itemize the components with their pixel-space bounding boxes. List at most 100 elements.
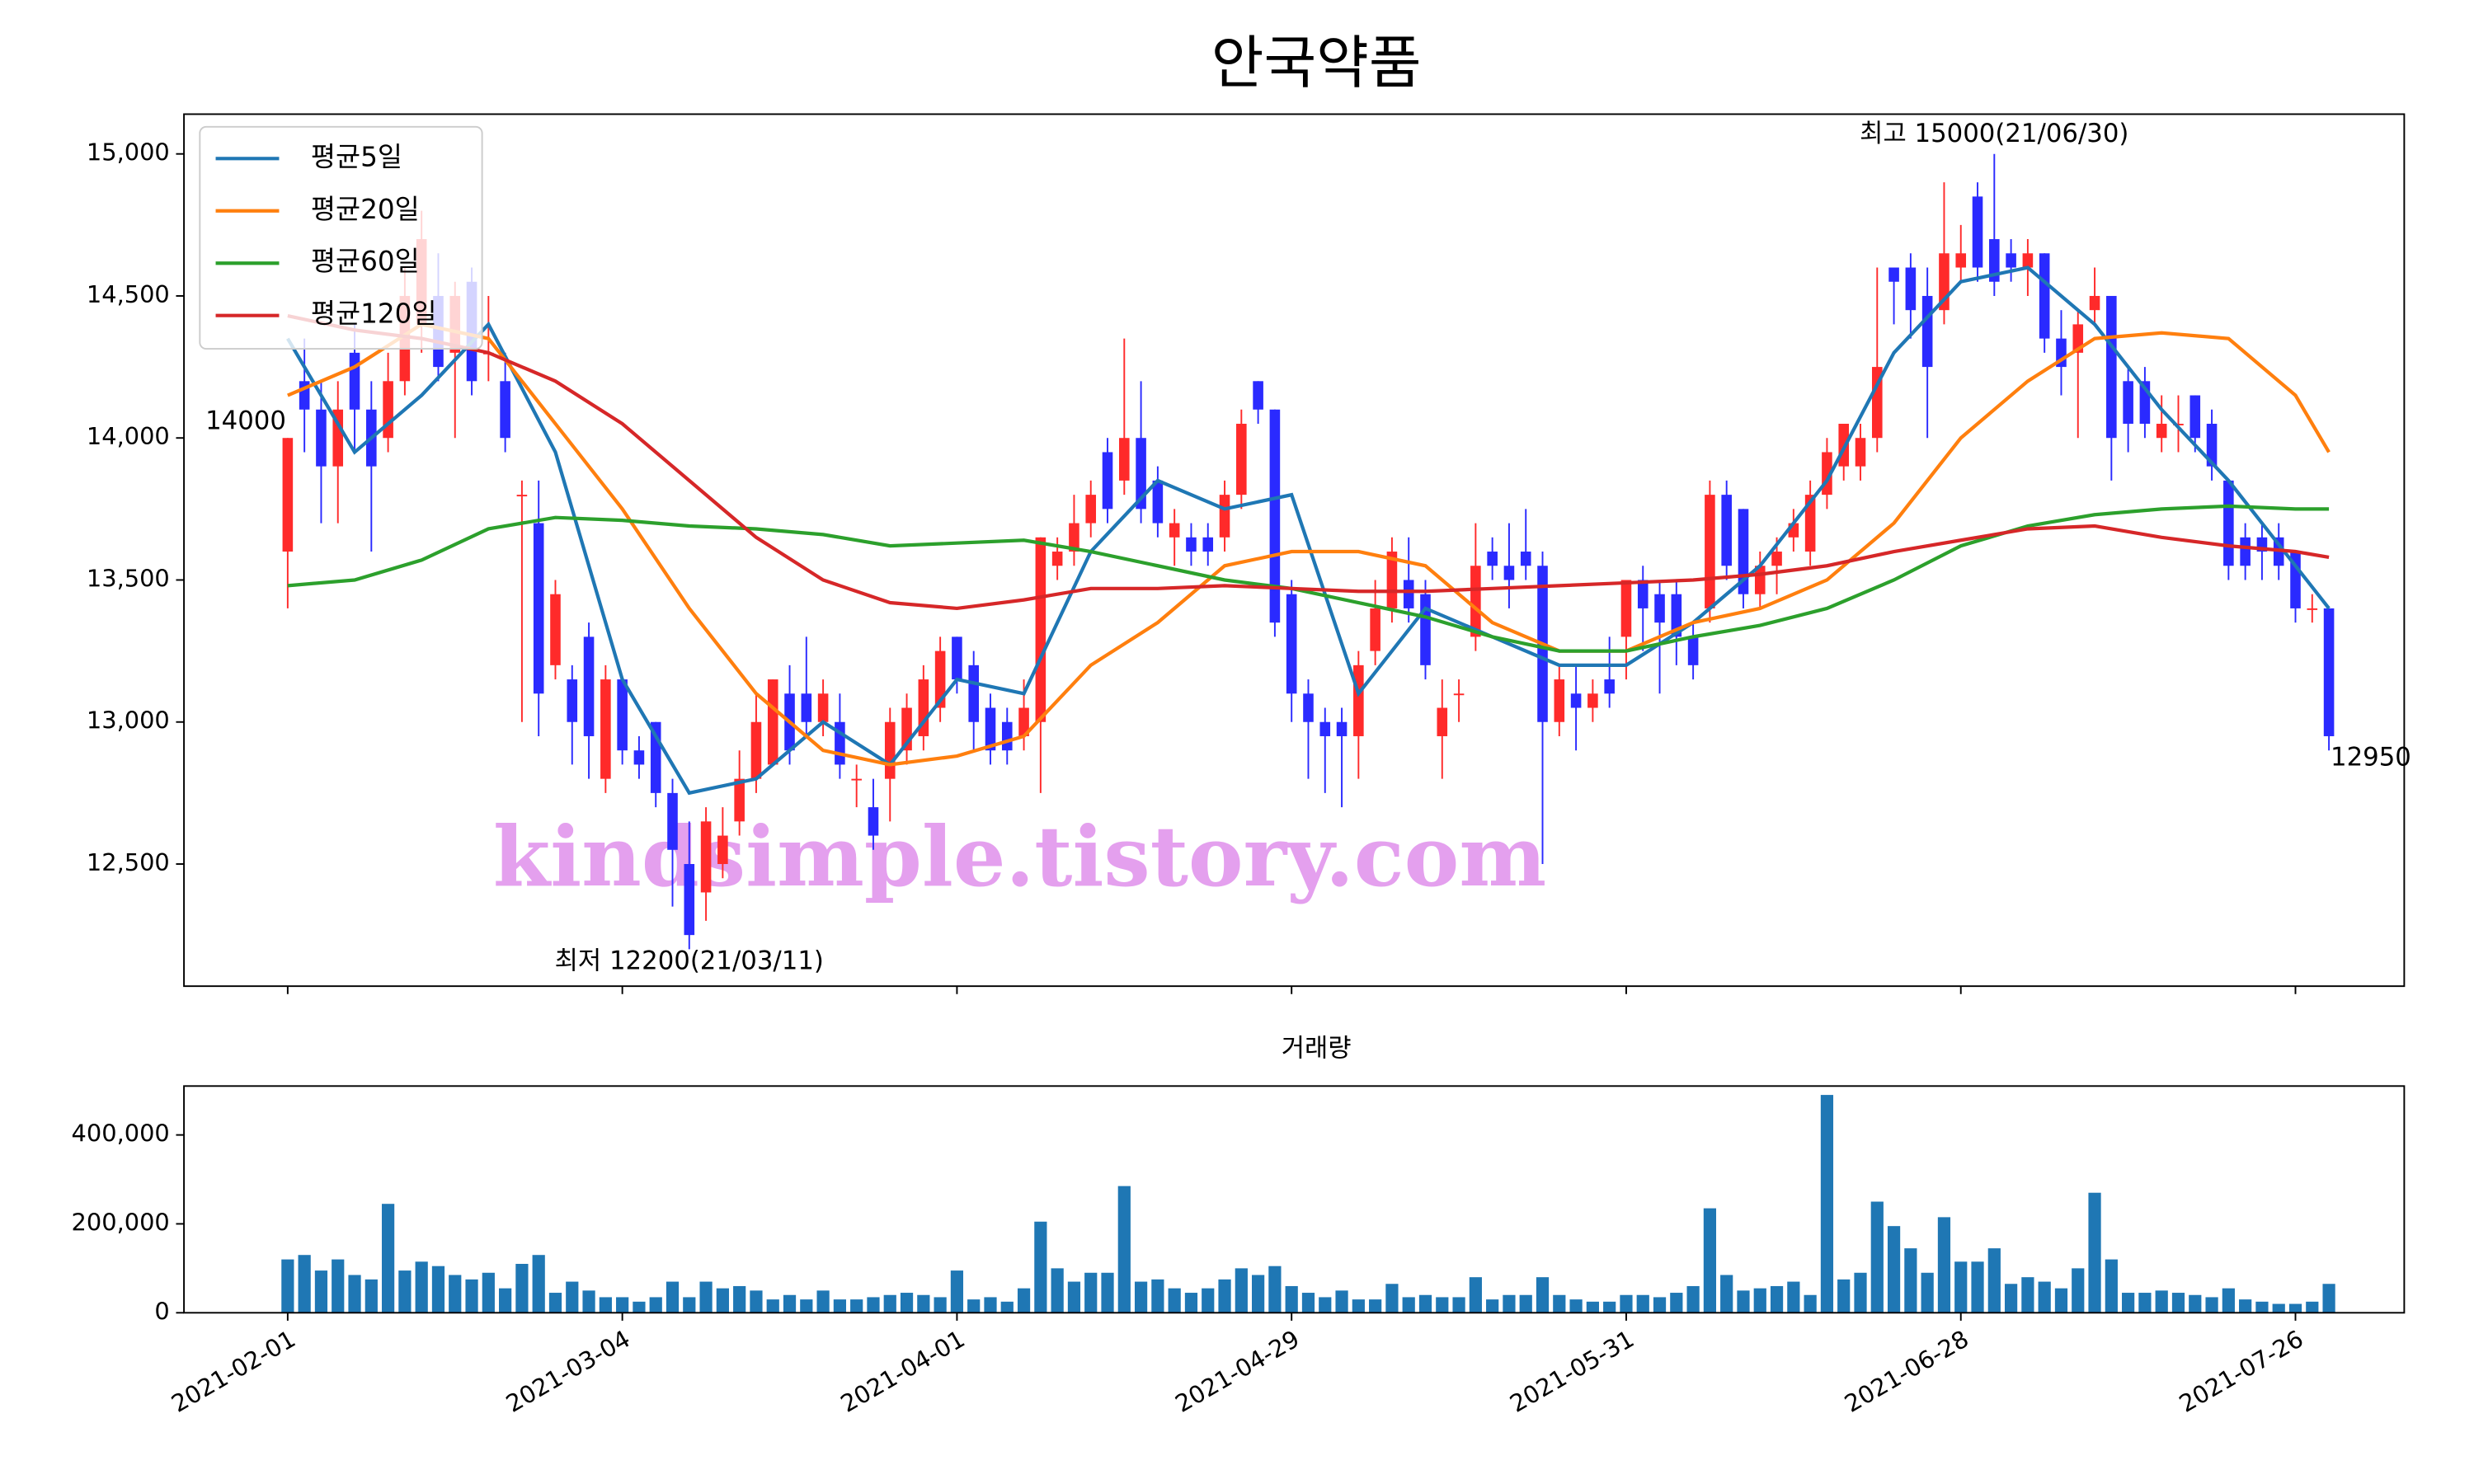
- candle-body: [2039, 253, 2050, 339]
- candle-body: [516, 495, 528, 497]
- volume-bar: [1603, 1301, 1616, 1313]
- y-tick-label: 13,500: [87, 564, 170, 592]
- volume-bar: [1067, 1281, 1081, 1313]
- y-tick-label: 0: [154, 1297, 169, 1325]
- candle-body: [1119, 438, 1130, 481]
- volume-bar: [449, 1275, 462, 1313]
- volume-bar: [2088, 1192, 2101, 1313]
- candle-body: [1018, 707, 1029, 736]
- volume-bar: [967, 1299, 981, 1313]
- legend-label: 평균120일: [311, 298, 437, 330]
- volume-bar: [1519, 1294, 1532, 1313]
- candle-body: [1303, 693, 1314, 722]
- candle-body: [1654, 594, 1665, 623]
- candle-body: [1219, 495, 1230, 538]
- x-tick-label: 2021-07-26: [2175, 1325, 2308, 1418]
- volume-bar: [1017, 1288, 1031, 1313]
- candle-body: [868, 807, 879, 836]
- volume-bar: [800, 1299, 813, 1313]
- annotation-low: 최저 12200(21/03/11): [555, 946, 824, 975]
- candle-body: [1989, 239, 2000, 282]
- volume-bar: [683, 1297, 696, 1313]
- volume-bar: [1553, 1294, 1566, 1313]
- volume-bar: [1369, 1299, 1382, 1313]
- volume-bar: [2004, 1284, 2018, 1313]
- volume-bar: [415, 1261, 428, 1313]
- x-tick-label: 2021-06-28: [1840, 1325, 1973, 1418]
- candle-body: [1085, 495, 1097, 524]
- volume-bar: [1804, 1294, 1817, 1313]
- volume-bar: [2272, 1303, 2285, 1313]
- candle-body: [332, 409, 344, 467]
- volume-bar: [1285, 1285, 1298, 1313]
- volume-bar: [1569, 1299, 1583, 1313]
- volume-bar: [1586, 1301, 1599, 1313]
- volume-bar: [1653, 1297, 1667, 1313]
- candle-body: [2223, 480, 2234, 566]
- x-tick-label: 2021-03-04: [501, 1325, 635, 1418]
- candle-body: [2206, 423, 2218, 467]
- annotation-first: 14000: [205, 406, 286, 435]
- volume-bar: [532, 1255, 545, 1313]
- volume-bar: [1870, 1201, 1884, 1313]
- candle-body: [684, 864, 695, 936]
- candle-body: [550, 594, 561, 665]
- volume-bar: [1971, 1261, 1984, 1313]
- candle-body: [1487, 552, 1498, 566]
- candle-body: [1051, 552, 1063, 566]
- candle-body: [1069, 523, 1079, 552]
- volume-bar: [499, 1288, 512, 1313]
- candle-body: [1236, 423, 1247, 495]
- candle-body: [667, 792, 678, 850]
- candle-body: [767, 679, 778, 765]
- volume-bar: [1385, 1284, 1399, 1313]
- annotation-high: 최고 15000(21/06/30): [1860, 119, 2128, 148]
- volume-bar: [699, 1281, 713, 1313]
- volume-bar: [1436, 1297, 1449, 1313]
- candle-body: [349, 352, 360, 410]
- volume-bar: [616, 1297, 629, 1313]
- volume-bar: [566, 1281, 579, 1313]
- candle-body: [1152, 480, 1164, 524]
- volume-bar: [1051, 1268, 1064, 1313]
- volume-bar: [1184, 1293, 1198, 1313]
- legend-label: 평균20일: [311, 194, 420, 225]
- volume-bar: [1452, 1297, 1465, 1313]
- volume-bar: [1703, 1208, 1717, 1313]
- watermark: kindsimple.tistory.com: [493, 808, 1546, 905]
- candle-body: [1169, 523, 1180, 538]
- volume-bar: [298, 1255, 311, 1313]
- candle-body: [1570, 693, 1582, 708]
- y-tick-label: 200,000: [72, 1208, 170, 1236]
- volume-bar: [984, 1297, 997, 1313]
- chart-title: 안국약품: [1211, 31, 1422, 96]
- volume-bar: [750, 1290, 763, 1313]
- candle-body: [1972, 196, 1983, 268]
- plot-frame: [183, 113, 2406, 988]
- candle-body: [968, 665, 979, 722]
- y-tick-label: 13,000: [87, 707, 170, 735]
- candle-body: [750, 721, 762, 779]
- candle-body: [1001, 721, 1013, 751]
- candle-body: [1202, 537, 1214, 552]
- volume-bar: [934, 1297, 947, 1313]
- candle-body: [1705, 495, 1715, 608]
- candle-body: [1102, 452, 1113, 510]
- volume-bar: [1921, 1272, 1934, 1313]
- volume-bar: [1352, 1299, 1365, 1313]
- volume-bar: [1469, 1277, 1482, 1313]
- volume-bar: [1268, 1266, 1282, 1313]
- volume-bar: [1887, 1226, 1901, 1313]
- volume-bar: [2105, 1259, 2118, 1313]
- candle-body: [1520, 552, 1531, 566]
- volume-bar: [1636, 1294, 1649, 1313]
- y-tick-label: 14,000: [87, 422, 170, 450]
- volume-bar: [1034, 1221, 1047, 1313]
- volume-bar: [2138, 1293, 2152, 1313]
- candle-body: [583, 636, 595, 736]
- volume-bar: [1670, 1293, 1683, 1313]
- candle-body: [1503, 566, 1515, 580]
- volume-bar: [281, 1259, 294, 1313]
- volume-bar: [633, 1301, 646, 1313]
